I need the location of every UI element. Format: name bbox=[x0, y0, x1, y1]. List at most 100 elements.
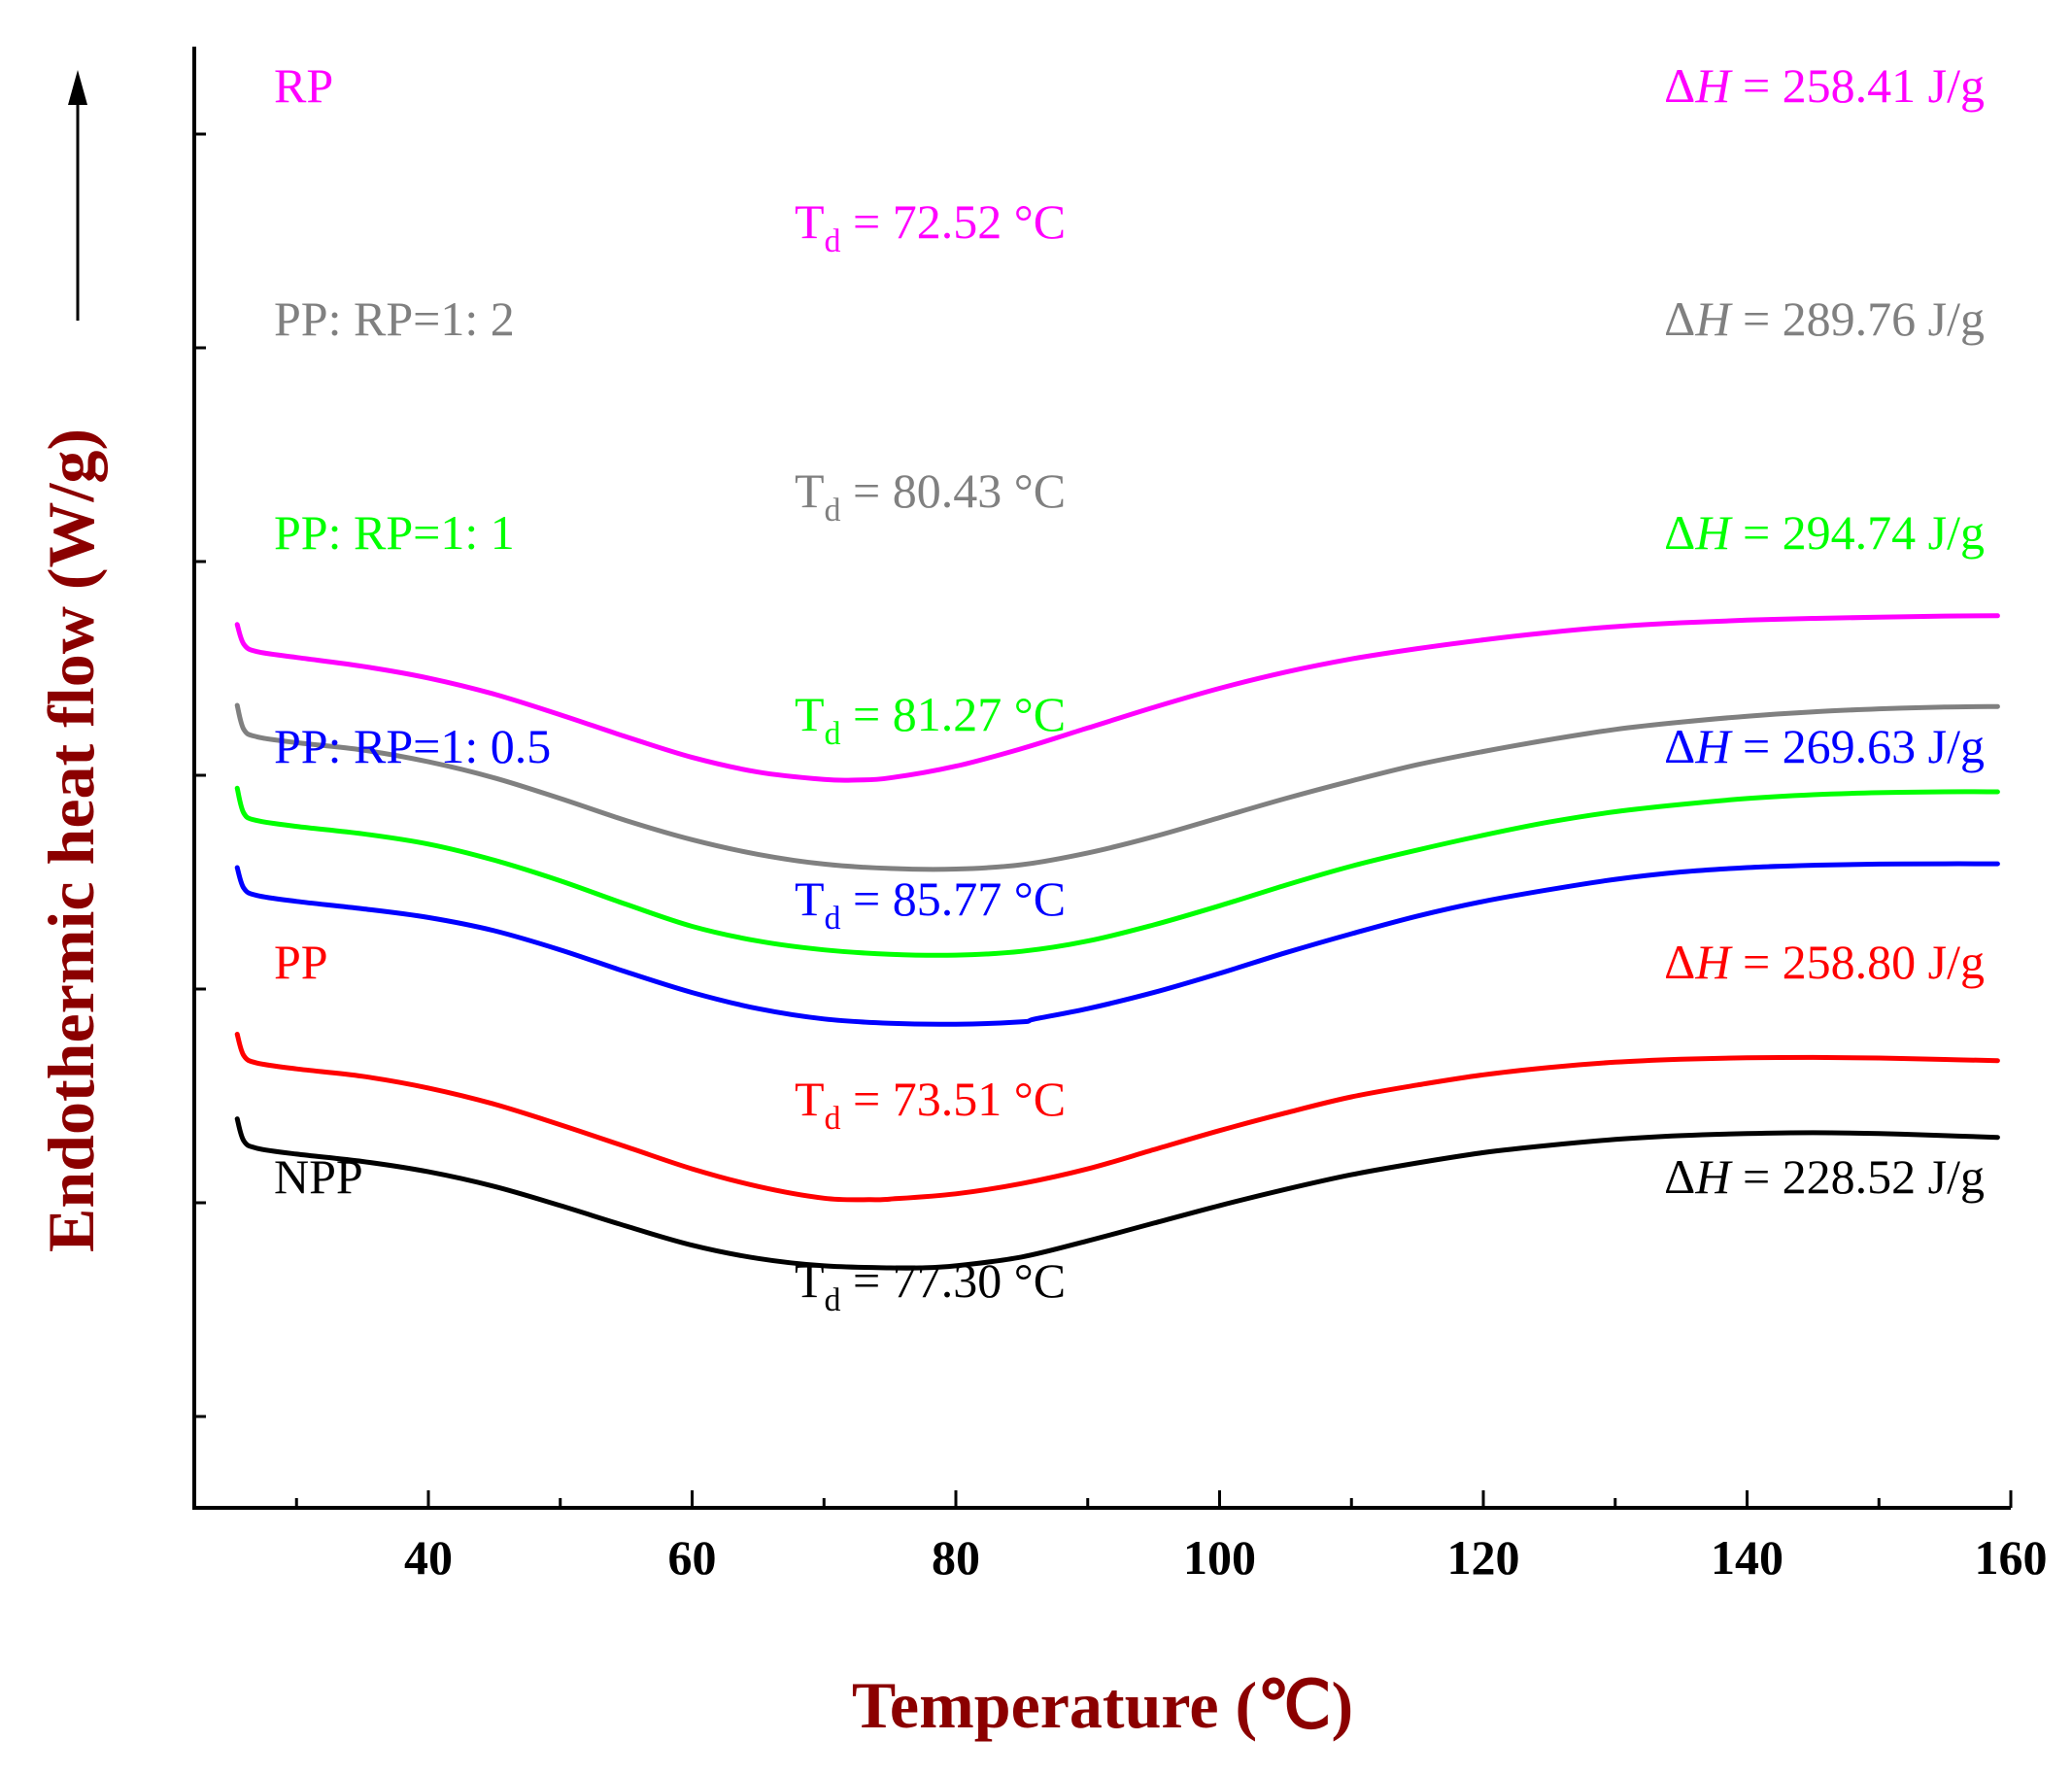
label-part: T bbox=[795, 1072, 825, 1126]
label-part: 77.30 bbox=[893, 1253, 1002, 1308]
series-name-label: PP: RP=1: 1 bbox=[274, 505, 515, 560]
td-annotation: Td = 81.27 °C bbox=[795, 687, 1066, 752]
label-part: H bbox=[1694, 505, 1733, 560]
label-part: Δ bbox=[1664, 291, 1695, 346]
label-part: d bbox=[825, 716, 841, 752]
dh-annotation: ΔH = 269.63 J/g bbox=[1664, 719, 1985, 773]
x-tick-label: 140 bbox=[1711, 1530, 1783, 1585]
series-line-4 bbox=[234, 1032, 2000, 1203]
dh-annotation: ΔH = 228.52 J/g bbox=[1664, 1149, 1985, 1204]
label-part: 269.63 bbox=[1783, 719, 1917, 773]
label-part: T bbox=[795, 463, 825, 518]
label-part: = bbox=[841, 871, 893, 926]
label-part: H bbox=[1694, 58, 1733, 113]
label-part: d bbox=[825, 223, 841, 259]
td-annotation: Td = 72.52 °C bbox=[795, 194, 1066, 259]
series-name-label: RP bbox=[274, 58, 333, 113]
label-part: H bbox=[1694, 1149, 1733, 1204]
label-part: = bbox=[1730, 719, 1782, 773]
label-part: H bbox=[1694, 719, 1733, 773]
label-part: = bbox=[1730, 935, 1782, 989]
label-part: d bbox=[825, 1101, 841, 1137]
label-part: Δ bbox=[1664, 935, 1695, 989]
label-part: Δ bbox=[1664, 719, 1695, 773]
x-tick-label: 120 bbox=[1447, 1530, 1520, 1585]
label-part: d bbox=[825, 493, 841, 529]
label-part: = bbox=[841, 1072, 893, 1126]
series-line-5 bbox=[234, 1116, 2000, 1271]
label-part: 80.43 bbox=[893, 463, 1002, 518]
td-annotation: Td = 73.51 °C bbox=[795, 1072, 1066, 1137]
label-part: = bbox=[1730, 58, 1782, 113]
y-axis-title: Endothermic heat flow (W/g) bbox=[34, 428, 108, 1252]
dh-annotation: ΔH = 294.74 J/g bbox=[1664, 505, 1985, 560]
series-line-3 bbox=[234, 861, 2000, 1027]
td-annotation: Td = 77.30 °C bbox=[795, 1253, 1066, 1318]
series-name-label: PP bbox=[274, 935, 328, 989]
label-part: 258.41 bbox=[1783, 58, 1917, 113]
label-part: = bbox=[1730, 1149, 1782, 1204]
series-group bbox=[234, 613, 2000, 1271]
x-tick-label: 80 bbox=[932, 1530, 980, 1585]
label-part: °C bbox=[1002, 194, 1066, 249]
label-part: T bbox=[795, 194, 825, 249]
label-part: J/g bbox=[1916, 505, 1985, 560]
label-part: 73.51 bbox=[893, 1072, 1002, 1126]
label-part: T bbox=[795, 871, 825, 926]
label-part: J/g bbox=[1916, 935, 1985, 989]
label-part: Δ bbox=[1664, 1149, 1695, 1204]
label-part: 81.27 bbox=[893, 687, 1002, 741]
label-part: 258.80 bbox=[1783, 935, 1917, 989]
label-part: = bbox=[841, 1253, 893, 1308]
label-part: d bbox=[825, 901, 841, 937]
axes bbox=[192, 47, 2011, 1510]
label-part: = bbox=[841, 687, 893, 741]
x-tick-label: 40 bbox=[404, 1530, 453, 1585]
label-part: T bbox=[795, 1253, 825, 1308]
dh-annotation: ΔH = 258.41 J/g bbox=[1664, 58, 1985, 113]
x-ticks: 40 60 80 100 120 140 160 bbox=[294, 1490, 2048, 1585]
series-name-label: PP: RP=1: 2 bbox=[274, 291, 515, 346]
series-line-1 bbox=[234, 702, 2000, 872]
dh-annotation: ΔH = 258.80 J/g bbox=[1664, 935, 1985, 989]
label-part: = bbox=[841, 463, 893, 518]
label-part: = bbox=[1730, 291, 1782, 346]
label-part: °C bbox=[1002, 1072, 1066, 1126]
label-part: J/g bbox=[1916, 58, 1985, 113]
y-ticks bbox=[194, 132, 206, 1418]
label-part: °C bbox=[1002, 1253, 1066, 1308]
series-line-2 bbox=[234, 785, 2000, 958]
x-tick-label: 60 bbox=[668, 1530, 717, 1585]
series-name-label: NPP bbox=[274, 1149, 363, 1204]
series-name-label: PP: RP=1: 0.5 bbox=[274, 719, 551, 773]
y-axis-arrow bbox=[68, 70, 87, 321]
label-part: Δ bbox=[1664, 58, 1695, 113]
label-part: 228.52 bbox=[1783, 1149, 1917, 1204]
x-axis-title: Temperature (℃) bbox=[852, 1668, 1353, 1742]
label-part: °C bbox=[1002, 463, 1066, 518]
label-part: J/g bbox=[1916, 291, 1985, 346]
label-part: = bbox=[841, 194, 893, 249]
label-part: J/g bbox=[1916, 1149, 1985, 1204]
x-tick-label: 160 bbox=[1975, 1530, 2048, 1585]
td-annotation: Td = 85.77 °C bbox=[795, 871, 1066, 937]
label-part: Δ bbox=[1664, 505, 1695, 560]
label-part: 85.77 bbox=[893, 871, 1002, 926]
label-part: 289.76 bbox=[1783, 291, 1917, 346]
series-line-0 bbox=[234, 613, 2000, 783]
x-tick-label: 100 bbox=[1183, 1530, 1256, 1585]
dh-annotation: ΔH = 289.76 J/g bbox=[1664, 291, 1985, 346]
label-part: J/g bbox=[1916, 719, 1985, 773]
label-part: H bbox=[1694, 935, 1733, 989]
label-part: = bbox=[1730, 505, 1782, 560]
td-annotation: Td = 80.43 °C bbox=[795, 463, 1066, 529]
label-part: 294.74 bbox=[1783, 505, 1917, 560]
label-part: T bbox=[795, 687, 825, 741]
label-part: H bbox=[1694, 291, 1733, 346]
label-part: °C bbox=[1002, 871, 1066, 926]
label-part: °C bbox=[1002, 687, 1066, 741]
label-part: d bbox=[825, 1282, 841, 1318]
label-part: 72.52 bbox=[893, 194, 1002, 249]
